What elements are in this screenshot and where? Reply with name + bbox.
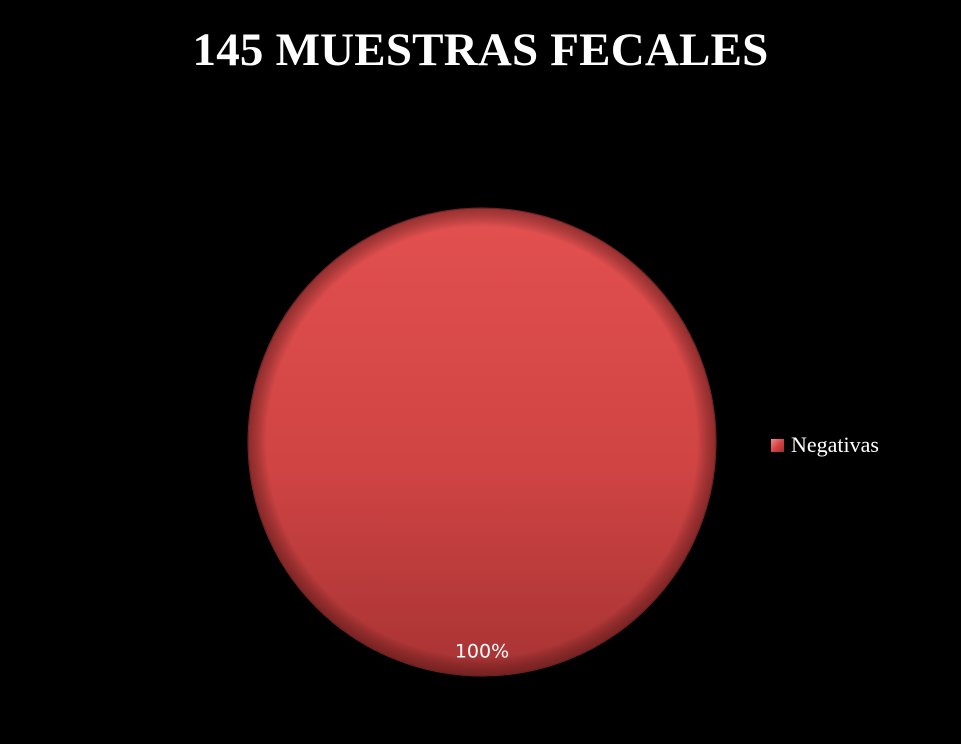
- chart-title: 145 MUESTRAS FECALES: [192, 24, 769, 76]
- legend: Negativas: [771, 430, 879, 460]
- pie-slice-shading: [248, 208, 716, 676]
- legend-item: Negativas: [771, 431, 879, 459]
- data-label: 100%: [455, 641, 509, 663]
- legend-label: Negativas: [791, 432, 879, 457]
- legend-swatch: [771, 438, 784, 452]
